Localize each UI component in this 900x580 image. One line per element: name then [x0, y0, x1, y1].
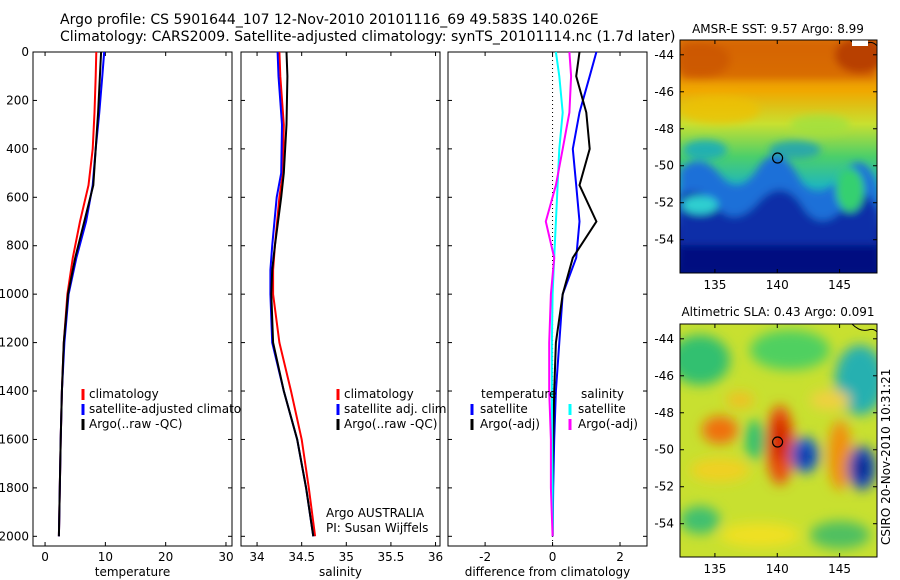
sla-map-image — [680, 324, 877, 557]
y-tick-label: 1000 — [0, 287, 29, 301]
legend-label: satellite-adjusted climatology — [89, 402, 267, 416]
sla-map-title: Altimetric SLA: 0.43 Argo: 0.091 — [681, 305, 874, 319]
y-tick-label: -50 — [654, 159, 674, 173]
figure-title-line1: Argo profile: CS 5901644_107 12-Nov-2010… — [60, 12, 599, 28]
x-tick-label: 2 — [616, 550, 624, 564]
y-tick-label: -44 — [654, 48, 674, 62]
annotation-text: PI: Susan Wijffels — [326, 521, 428, 535]
legend-group-title: salinity — [581, 387, 624, 401]
x-tick-label: 0 — [549, 550, 557, 564]
y-tick-label: -48 — [654, 122, 674, 136]
x-axis-label: salinity — [319, 565, 362, 579]
y-tick-label: 1800 — [0, 481, 29, 495]
annotation-text: Argo AUSTRALIA — [326, 506, 425, 520]
legend-label: satellite — [578, 402, 626, 416]
y-tick-label: -46 — [654, 85, 674, 99]
series-line-argo-raw-qc- — [57, 51, 103, 537]
x-tick-label: 140 — [766, 278, 789, 292]
x-tick-label: 35.5 — [378, 550, 405, 564]
x-tick-label: 34.5 — [288, 550, 315, 564]
x-tick-label: 135 — [703, 562, 726, 576]
x-tick-label: 20 — [158, 550, 173, 564]
y-tick-label: -52 — [654, 196, 674, 210]
sst-map-image — [680, 40, 877, 273]
legend-group-title: temperature — [481, 387, 556, 401]
y-tick-label: -54 — [654, 233, 674, 247]
x-axis-label: difference from climatology — [465, 565, 631, 579]
y-tick-label: -50 — [654, 443, 674, 457]
legend-label: climatology — [89, 387, 159, 401]
x-tick-label: -2 — [479, 550, 491, 564]
y-tick-label: -48 — [654, 406, 674, 420]
x-tick-label: 30 — [218, 550, 233, 564]
sst-map-frame — [679, 39, 878, 274]
y-tick-label: 0 — [21, 45, 29, 59]
y-tick-label: -54 — [654, 517, 674, 531]
temperature-axes — [32, 51, 233, 547]
y-tick-label: 1400 — [0, 384, 29, 398]
argo-float-marker — [771, 152, 784, 164]
y-tick-label: -46 — [654, 369, 674, 383]
y-tick-label: -52 — [654, 480, 674, 494]
series-line-argo-adj- — [544, 51, 573, 537]
figure-title-line2: Climatology: CARS2009. Satellite-adjuste… — [60, 29, 676, 45]
x-tick-label: 34 — [249, 550, 264, 564]
x-tick-label: 145 — [828, 562, 851, 576]
side-label: CSIRO 20-Nov-2010 10:31:21 — [879, 369, 893, 545]
difference-axes — [447, 51, 648, 547]
x-tick-label: 10 — [98, 550, 113, 564]
x-tick-label: 140 — [766, 562, 789, 576]
legend-label: Argo(-adj) — [480, 417, 540, 431]
x-tick-label: 36 — [428, 550, 443, 564]
legend-label: satellite adj. clim. — [344, 402, 450, 416]
y-tick-label: -44 — [654, 332, 674, 346]
y-tick-label: 200 — [6, 93, 29, 107]
x-tick-label: 145 — [828, 278, 851, 292]
x-tick-label: 135 — [703, 278, 726, 292]
x-axis-label: temperature — [95, 565, 170, 579]
sst-map-title: AMSR-E SST: 9.57 Argo: 8.99 — [692, 22, 864, 36]
series-line-argo-raw-qc- — [270, 51, 315, 537]
argo-float-marker — [771, 436, 784, 448]
legend-label: Argo(-adj) — [578, 417, 638, 431]
legend-label: Argo(..raw -QC) — [344, 417, 437, 431]
sla-map-frame — [679, 323, 878, 558]
y-tick-label: 400 — [6, 142, 29, 156]
x-tick-label: 0 — [41, 550, 49, 564]
y-tick-label: 800 — [6, 239, 29, 253]
y-tick-label: 600 — [6, 190, 29, 204]
legend-label: satellite — [480, 402, 528, 416]
legend-label: Argo(..raw -QC) — [89, 417, 182, 431]
y-tick-label: 1600 — [0, 432, 29, 446]
y-tick-label: 1200 — [0, 336, 29, 350]
x-tick-label: 35 — [339, 550, 354, 564]
y-tick-label: 2000 — [0, 529, 29, 543]
legend-label: climatology — [344, 387, 414, 401]
